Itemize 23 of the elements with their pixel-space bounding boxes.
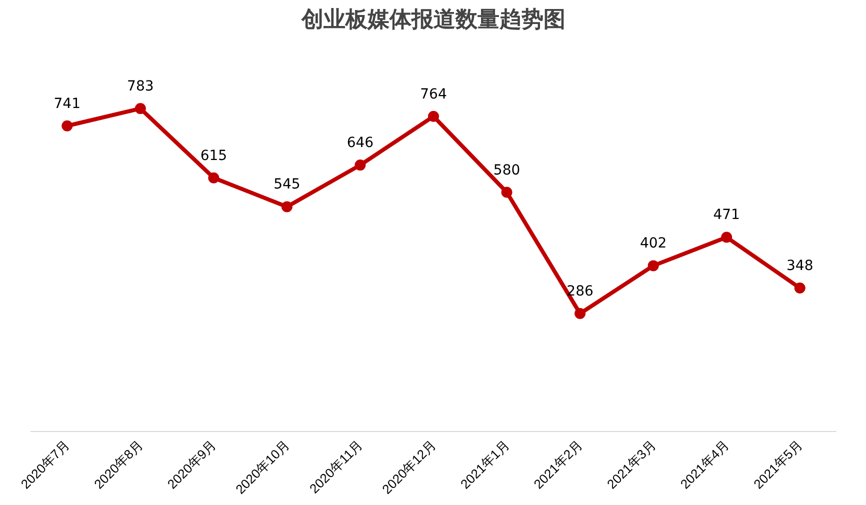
data-label: 783 xyxy=(127,78,154,95)
data-label: 402 xyxy=(640,236,667,252)
point xyxy=(428,110,439,122)
data-label: 741 xyxy=(54,96,81,112)
data-label: 615 xyxy=(200,148,228,164)
data-label: 348 xyxy=(786,258,814,274)
point xyxy=(501,186,512,198)
point xyxy=(794,282,806,294)
point xyxy=(134,103,146,114)
data-label: 286 xyxy=(566,284,594,300)
point xyxy=(208,172,220,184)
point xyxy=(648,260,659,272)
data-label: 646 xyxy=(346,135,374,152)
data-label: 545 xyxy=(274,176,300,193)
point xyxy=(721,232,732,243)
data-label: 580 xyxy=(493,162,520,178)
point xyxy=(62,120,73,132)
chart-title: 创业板媒体报道数量趋势图 xyxy=(300,8,566,32)
data-label: 471 xyxy=(713,207,740,224)
point xyxy=(354,160,366,171)
point xyxy=(574,308,586,320)
point xyxy=(281,201,292,212)
data-label: 764 xyxy=(420,86,447,102)
